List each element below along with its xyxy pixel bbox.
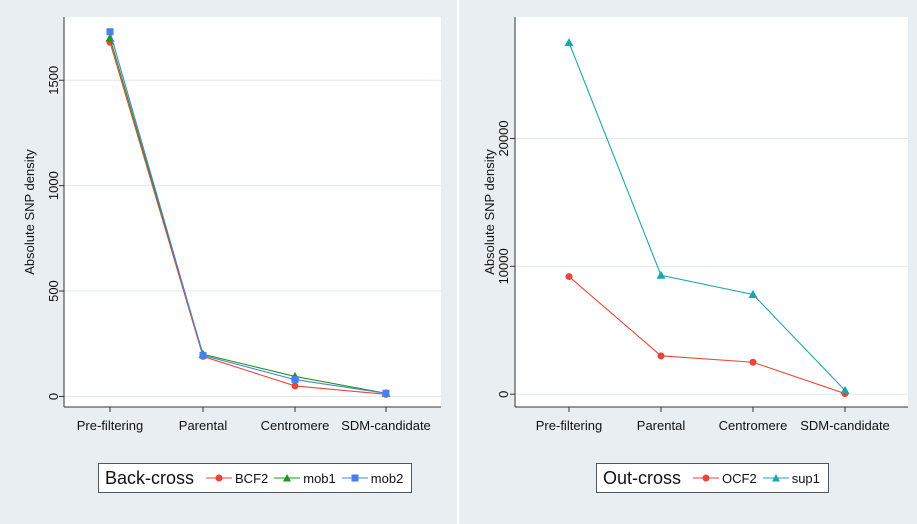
y-tick-label: 1000 <box>46 171 61 200</box>
data-point <box>565 273 573 281</box>
legend-title: Out-cross <box>603 467 682 488</box>
plot-area <box>64 17 441 407</box>
circle-marker-icon <box>206 474 233 482</box>
y-axis-title: Absolute SNP density <box>22 149 37 275</box>
data-point <box>564 38 574 47</box>
legend-title: Back-cross <box>105 467 195 488</box>
y-axis-title: Absolute SNP density <box>482 149 497 275</box>
x-tick-label: Centromere <box>719 418 788 433</box>
legend-entry-ocf2: OCF2 <box>693 471 757 486</box>
legend-label: OCF2 <box>722 470 757 486</box>
x-tick-label: SDM-candidate <box>800 418 890 433</box>
data-point <box>106 28 114 36</box>
y-tick-label: 10000 <box>496 248 511 284</box>
x-tick-label: Pre-filtering <box>536 418 602 433</box>
series-line-sup1 <box>568 42 846 391</box>
series-line-mob2 <box>109 31 387 394</box>
y-tick-label: 20000 <box>496 120 511 156</box>
legend-out-cross: Out-cross OCF2 sup1 <box>596 463 829 493</box>
y-tick-label: 500 <box>46 280 61 302</box>
square-marker-icon <box>341 474 368 482</box>
data-point <box>656 270 666 279</box>
circle-marker-icon <box>693 474 720 482</box>
legend-entry-mob1: mob1 <box>274 471 336 486</box>
panel-divider <box>457 0 459 524</box>
series-line-mob1 <box>109 37 387 394</box>
legend-entry-bcf2: BCF2 <box>206 471 268 486</box>
x-tick-label: Parental <box>179 418 228 433</box>
series-line-ocf2 <box>568 276 846 395</box>
x-tick-label: SDM-candidate <box>341 418 431 433</box>
x-tick-label: Parental <box>637 418 686 433</box>
triangle-marker-icon <box>762 474 789 482</box>
legend-label: mob1 <box>303 470 336 486</box>
y-tick-label: 1500 <box>46 66 61 95</box>
y-tick-label: 0 <box>46 393 61 400</box>
x-tick-label: Centromere <box>261 418 330 433</box>
data-point <box>382 389 390 397</box>
data-point <box>749 358 757 366</box>
legend-entry-sup1: sup1 <box>762 470 820 486</box>
y-tick-label: 0 <box>496 391 511 398</box>
data-point <box>840 385 850 394</box>
data-point <box>291 376 299 384</box>
x-tick-label: Pre-filtering <box>77 418 143 433</box>
series-line-bcf2 <box>109 42 387 395</box>
legend-label: sup1 <box>791 470 820 486</box>
legend-label: BCF2 <box>235 470 269 486</box>
legend-label: mob2 <box>370 470 404 486</box>
legend-entry-mob2: mob2 <box>341 470 404 486</box>
data-point <box>657 352 665 360</box>
plot-area <box>515 17 908 407</box>
data-point <box>291 382 299 390</box>
data-point <box>199 351 207 359</box>
legend-back-cross: Back-cross BCF2 mob1 mob2 <box>98 463 413 493</box>
data-point <box>748 289 758 298</box>
triangle-marker-icon <box>274 474 301 482</box>
